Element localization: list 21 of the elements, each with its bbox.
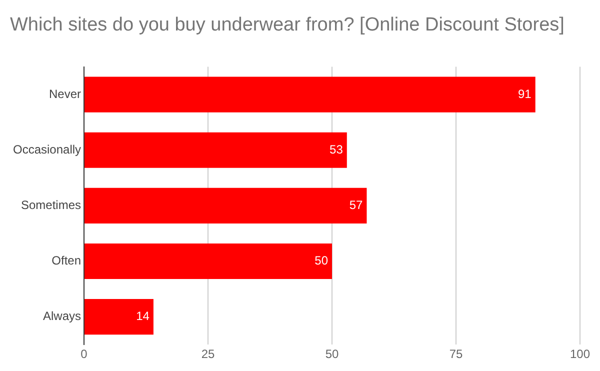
x-tick-label: 100 [570, 347, 590, 362]
bar [84, 188, 367, 224]
bar [84, 243, 332, 280]
x-tick-label: 75 [449, 347, 463, 362]
y-tick-label: Sometimes [20, 198, 82, 212]
y-tick-label: Always [43, 309, 82, 324]
data-label: 53 [330, 142, 344, 156]
x-tick-label: 50 [325, 347, 340, 362]
bar [84, 76, 536, 112]
y-tick-label: Often [52, 254, 82, 268]
y-tick-label: Never [49, 86, 82, 101]
y-tick-label: Occasionally [12, 142, 82, 156]
bar [84, 132, 347, 168]
data-label: 91 [518, 86, 532, 101]
data-label: 50 [314, 254, 328, 268]
data-label: 14 [136, 309, 150, 324]
x-tick-label: 25 [201, 347, 216, 362]
x-tick-label: 0 [80, 347, 88, 362]
data-label: 57 [349, 198, 364, 212]
bar [84, 299, 154, 335]
chart-title: Which sites do you buy underwear from? [Online Discount Stores] [10, 14, 564, 36]
